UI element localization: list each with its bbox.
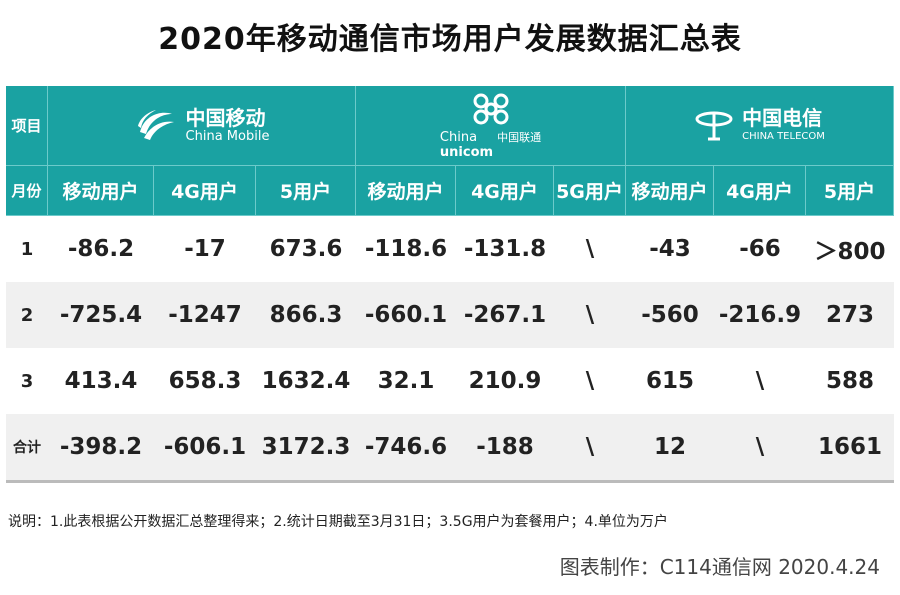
china-unicom-name-en-2: unicom <box>439 145 494 160</box>
table-cell: -725.4 <box>48 282 154 348</box>
row-label-total: 合计 <box>6 414 48 480</box>
table-cell: -398.2 <box>48 414 154 480</box>
row-label: 1 <box>6 216 48 282</box>
column-header: 5用户 <box>256 166 356 216</box>
china-unicom-name-cn: 中国联通 <box>497 131 542 144</box>
table-cell: -267.1 <box>456 282 554 348</box>
operator-china-mobile: 中国移动 China Mobile <box>48 86 356 166</box>
table-cell: 588 <box>806 348 894 414</box>
table-cell: \ <box>554 414 626 480</box>
china-unicom-knot-icon <box>473 93 508 125</box>
table-cell: \ <box>714 348 806 414</box>
credit-line: 图表制作：C114通信网 2020.4.24 <box>559 555 880 579</box>
table-cell: -43 <box>626 216 714 282</box>
china-telecom-name-cn: 中国电信 <box>742 106 823 130</box>
table-cell: -86.2 <box>48 216 154 282</box>
table-cell: -746.6 <box>356 414 456 480</box>
column-header: 5用户 <box>806 166 894 216</box>
table-cell: -188 <box>456 414 554 480</box>
operator-china-unicom: China unicom 中国联通 <box>356 86 626 166</box>
table-cell: 658.3 <box>154 348 256 414</box>
table-cell: 32.1 <box>356 348 456 414</box>
table-cell: 673.6 <box>256 216 356 282</box>
table-cell: 866.3 <box>256 282 356 348</box>
china-mobile-name-cn: 中国移动 <box>185 106 266 130</box>
china-unicom-name-en-1: China <box>439 130 478 145</box>
table-cell: -660.1 <box>356 282 456 348</box>
table-cell: \ <box>554 216 626 282</box>
table-cell: 273 <box>806 282 894 348</box>
column-header: 5G用户 <box>554 166 626 216</box>
table-cell: -606.1 <box>154 414 256 480</box>
row-label: 2 <box>6 282 48 348</box>
china-mobile-logo-icon <box>137 109 174 140</box>
table-cell: 12 <box>626 414 714 480</box>
page-title: 2020年移动通信市场用户发展数据汇总表 <box>158 22 742 57</box>
operator-china-telecom: 中国电信 CHINA TELECOM <box>626 86 894 166</box>
data-table: 项目 中国移动 China Mobile <box>6 86 894 483</box>
table-cell: 1661 <box>806 414 894 480</box>
table-cell: 3172.3 <box>256 414 356 480</box>
table-cell: -1247 <box>154 282 256 348</box>
column-header: 4G用户 <box>714 166 806 216</box>
table-cell: -17 <box>154 216 256 282</box>
table-cell: \ <box>714 414 806 480</box>
china-mobile-name-en: China Mobile <box>185 129 270 144</box>
header-month-label: 月份 <box>6 166 48 216</box>
row-label: 3 <box>6 348 48 414</box>
header-item-label: 项目 <box>6 86 48 166</box>
table-cell: -118.6 <box>356 216 456 282</box>
column-header: 4G用户 <box>456 166 554 216</box>
table-cell: \ <box>554 282 626 348</box>
column-header: 4G用户 <box>154 166 256 216</box>
table-cell: -131.8 <box>456 216 554 282</box>
table-cell: 210.9 <box>456 348 554 414</box>
table-cell: 1632.4 <box>256 348 356 414</box>
table-cell: 413.4 <box>48 348 154 414</box>
table-cell: \ <box>554 348 626 414</box>
column-header: 移动用户 <box>356 166 456 216</box>
table-cell: -216.9 <box>714 282 806 348</box>
china-telecom-name-en: CHINA TELECOM <box>742 131 825 142</box>
table-cell: -560 <box>626 282 714 348</box>
column-header: 移动用户 <box>626 166 714 216</box>
footnote: 说明：1.此表根据公开数据汇总整理得来；2.统计日期截至3月31日；3.5G用户… <box>8 514 668 530</box>
table-cell: 615 <box>626 348 714 414</box>
table-cell: ＞800 <box>806 216 894 282</box>
china-telecom-logo-icon <box>695 111 733 140</box>
column-header: 移动用户 <box>48 166 154 216</box>
table-cell: -66 <box>714 216 806 282</box>
